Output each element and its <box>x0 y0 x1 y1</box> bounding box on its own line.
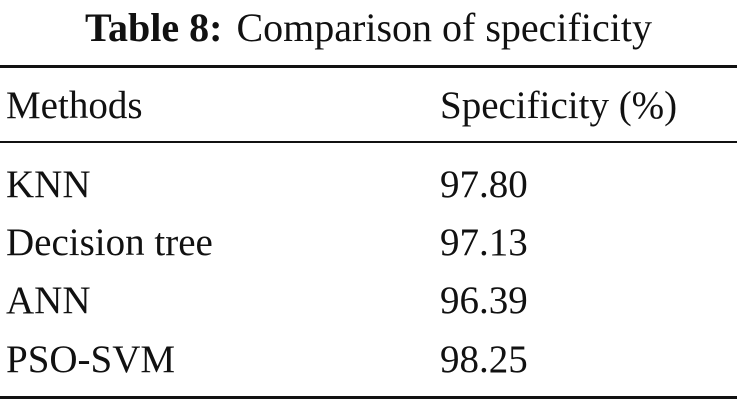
cell: 97.13 <box>440 221 528 264</box>
cell: PSO-SVM <box>6 338 176 381</box>
cell: Decision tree <box>6 221 213 264</box>
caption-label: Table 8: <box>85 5 223 50</box>
cell: 96.39 <box>440 279 528 322</box>
header-cell: Specificity (%) <box>440 84 678 127</box>
caption-text: Comparison of specificity <box>236 5 652 50</box>
header-cell: Methods <box>6 84 143 127</box>
table-caption: Table 8: Comparison of specificity <box>0 8 737 48</box>
top-rule <box>0 65 737 68</box>
cell: KNN <box>6 163 91 206</box>
header-rule <box>0 141 737 143</box>
cell: ANN <box>6 279 91 322</box>
cell: 97.80 <box>440 163 528 206</box>
bottom-rule <box>0 396 737 399</box>
cell: 98.25 <box>440 338 528 381</box>
